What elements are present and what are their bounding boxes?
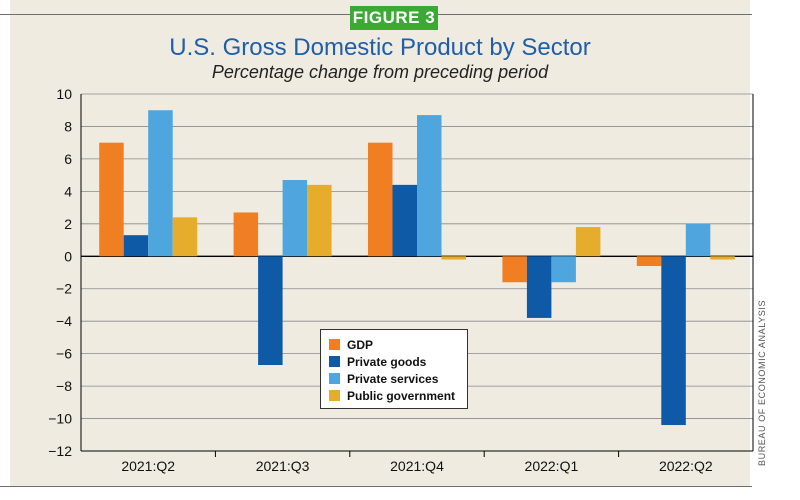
y-tick-label: 10 (56, 86, 72, 102)
legend-swatch-private-goods (329, 356, 340, 367)
legend-item-private-goods: Private goods (329, 353, 459, 370)
legend-label-gdp: GDP (347, 337, 374, 352)
x-tick-label: 2021:Q3 (256, 458, 310, 474)
y-tick-label: 8 (64, 118, 72, 134)
bar-public-government (710, 256, 735, 260)
x-tick-label: 2022:Q2 (659, 458, 713, 474)
x-tick-label: 2022:Q1 (525, 458, 579, 474)
bar-private-goods (392, 184, 417, 257)
legend: GDP Private goods Private services Publi… (320, 329, 468, 409)
bar-public-government (441, 256, 466, 260)
bar-gdp (99, 142, 124, 257)
chart-title: U.S. Gross Domestic Product by Sector (169, 34, 591, 61)
legend-item-public-government: Public government (329, 387, 459, 404)
y-tick-label: −4 (56, 313, 72, 329)
legend-item-gdp: GDP (329, 336, 459, 353)
y-tick-label: 2 (64, 216, 72, 232)
x-tick-label: 2021:Q4 (390, 458, 444, 474)
legend-swatch-private-services (329, 373, 340, 384)
bar-private-services (148, 110, 173, 257)
y-tick-label: −8 (56, 378, 72, 394)
y-tick-label: −6 (56, 346, 72, 362)
bar-gdp (368, 142, 393, 257)
bar-private-goods (661, 256, 686, 426)
bar-private-goods (526, 256, 552, 318)
bar-public-government (172, 217, 198, 257)
legend-item-private-services: Private services (329, 370, 459, 387)
y-tick-label: −10 (48, 411, 72, 427)
bar-gdp (636, 256, 662, 267)
figure-label: FIGURE 3 (350, 6, 438, 30)
y-tick-label: 6 (64, 151, 72, 167)
bar-private-services (551, 256, 576, 283)
legend-label-private-goods: Private goods (347, 354, 427, 369)
y-tick-label: 4 (64, 183, 72, 199)
bar-gdp (233, 212, 259, 257)
bar-private-services (282, 180, 308, 257)
legend-swatch-gdp (329, 339, 340, 350)
bar-private-services (685, 223, 711, 257)
bar-public-government (575, 227, 601, 257)
x-tick-label: 2021:Q2 (121, 458, 175, 474)
bar-public-government (307, 184, 332, 257)
chart-subtitle: Percentage change from preceding period (211, 62, 549, 82)
y-tick-label: −2 (56, 281, 72, 297)
legend-swatch-public-government (329, 390, 340, 401)
y-tick-label: 0 (64, 248, 72, 264)
bar-private-goods (258, 256, 283, 365)
bar-private-services (417, 115, 442, 257)
source-credit: BUREAU OF ECONOMIC ANALYSIS (757, 299, 767, 466)
bar-gdp (502, 256, 527, 283)
bar-private-goods (123, 235, 149, 257)
legend-label-private-services: Private services (347, 371, 439, 386)
bottom-rule (0, 486, 752, 487)
legend-label-public-government: Public government (347, 388, 456, 403)
y-tick-label: −12 (48, 443, 72, 459)
